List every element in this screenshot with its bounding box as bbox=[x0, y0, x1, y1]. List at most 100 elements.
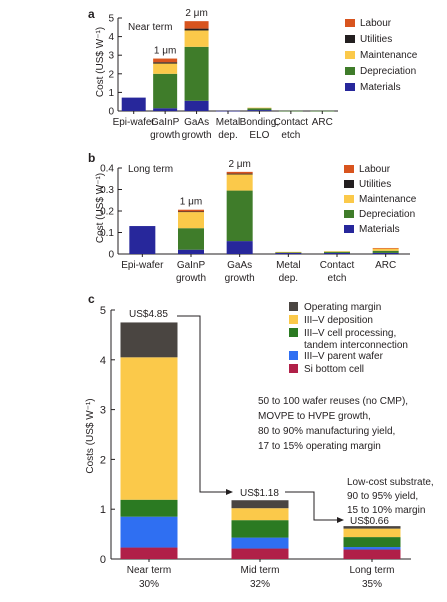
panel-c-ytick-label-5: 5 bbox=[100, 305, 106, 317]
panel-b-category-label-3-1: dep. bbox=[279, 273, 298, 284]
panel-a-legend-swatch-3 bbox=[345, 67, 355, 75]
panel-b-ylabel: Cost (US$ W⁻¹) bbox=[95, 173, 106, 243]
panel-c-total-label-2: US$0.66 bbox=[350, 516, 389, 527]
panel-a-legend-swatch-2 bbox=[345, 51, 355, 59]
panel-b-ytick-label-4: 0.4 bbox=[100, 164, 114, 175]
panel-c-bar-0-iiiv_processing bbox=[120, 499, 178, 517]
panel-a-category-label-5-1: etch bbox=[281, 130, 300, 141]
panel-c-legend-swatch-3 bbox=[289, 351, 298, 360]
panel-b-category-label-1-0: GaInP bbox=[177, 260, 206, 271]
panel-c-bar-0-iiiv_deposition bbox=[120, 357, 178, 500]
panel-a-bar-4-depreciation bbox=[247, 108, 272, 111]
panel-b-legend-swatch-1 bbox=[344, 180, 354, 188]
panel-c-legend-label-2-1: tandem interconnection bbox=[304, 340, 408, 351]
panel-b-bar-4-depreciation bbox=[324, 251, 350, 253]
panel-b-bar-5-maintenance bbox=[372, 248, 399, 251]
panel-b-legend-label-1: Utilities bbox=[359, 179, 391, 190]
panel-a-ytick-label-0: 0 bbox=[108, 107, 114, 118]
panel-c-legend-label-4-0: Si bottom cell bbox=[304, 364, 364, 375]
annotation-2-line-0: Low-cost substrate, bbox=[347, 477, 434, 488]
panel-a-ytick-label-2: 2 bbox=[108, 69, 114, 80]
panel-c-legend-swatch-1 bbox=[289, 315, 298, 324]
panel-c-bar-0-si_bottom_cell bbox=[120, 547, 178, 559]
panel-c-category-label-2-0: Long term bbox=[349, 565, 394, 576]
panel-c-annotation-1: 50 to 100 wafer reuses (no CMP), MOVPE t… bbox=[258, 396, 408, 452]
panel-a-bar-1-utilities bbox=[153, 62, 178, 64]
panel-b-legend-swatch-4 bbox=[344, 225, 354, 233]
panel-c-ytick-label-2: 2 bbox=[100, 454, 106, 466]
panel-c-bar-0-operating_margin bbox=[120, 322, 178, 358]
panel-b-bar-2-depreciation bbox=[226, 190, 253, 242]
panel-b-bar-2-labour bbox=[226, 171, 253, 174]
panel-a-bar-1-materials bbox=[153, 108, 178, 111]
panel-c-ytick-label-0: 0 bbox=[100, 554, 106, 566]
panel-c-legend-label-3-0: III–V parent wafer bbox=[304, 351, 384, 362]
panel-c-annotation-2: Low-cost substrate, 90 to 95% yield, 15 … bbox=[347, 477, 434, 516]
panel-a-category-label-2-1: growth bbox=[182, 130, 212, 141]
panel-a-bar-4-maintenance bbox=[247, 107, 272, 109]
panel-b-legend-swatch-3 bbox=[344, 210, 354, 218]
panel-letter-a: a bbox=[88, 7, 95, 21]
panel-a-bar-1-depreciation bbox=[153, 73, 178, 109]
annotation-1-line-2: 80 to 90% manufacturing yield, bbox=[258, 426, 395, 437]
panel-c-bar-2-si_bottom_cell bbox=[343, 549, 401, 559]
panel-b-legend-label-4: Materials bbox=[359, 224, 400, 235]
panel-b-bar-2-maintenance bbox=[226, 174, 253, 191]
panel-a-ytick-label-3: 3 bbox=[108, 51, 114, 62]
panel-c-category-label-1-1: 32% bbox=[250, 579, 270, 590]
panel-b-category-label-4-0: Contact bbox=[320, 260, 355, 271]
panel-b-ytick-label-1: 0.1 bbox=[100, 228, 114, 239]
panel-b-bar-1-materials bbox=[178, 249, 204, 254]
panel-c-bar-1-si_bottom_cell bbox=[231, 548, 289, 559]
panel-b-category-label-4-1: etch bbox=[328, 273, 347, 284]
panel-a-bar-label-1: 1 μm bbox=[154, 46, 176, 57]
panel-c-legend-swatch-2 bbox=[289, 328, 298, 337]
panel-b-bar-2-utilities bbox=[226, 173, 253, 175]
panel-c-category-label-2-1: 35% bbox=[362, 579, 382, 590]
panel-a-bar-2-materials bbox=[184, 100, 209, 111]
panel-b-bar-2-materials bbox=[226, 241, 253, 254]
panel-c-legend-swatch-0 bbox=[289, 302, 298, 311]
panel-a-ytick-label-5: 5 bbox=[108, 14, 114, 25]
panel-a-ytick-label-1: 1 bbox=[108, 88, 114, 99]
panel-a-bar-0-materials bbox=[121, 97, 146, 111]
panel-b-bar-1-depreciation bbox=[178, 228, 204, 250]
panel-a-ytick-label-4: 4 bbox=[108, 32, 114, 43]
panel-a-legend-label-4: Materials bbox=[360, 82, 401, 93]
panel-c-bar-0-iiiv_parent_wafer bbox=[120, 516, 178, 548]
annotation-1-line-1: MOVPE to HVPE growth, bbox=[258, 411, 371, 422]
panel-b-bar-3-depreciation bbox=[275, 252, 302, 253]
panel-a-bar-1-labour bbox=[153, 58, 178, 63]
panel-b-bar-4-materials bbox=[324, 252, 350, 254]
panel-c-legend-swatch-4 bbox=[289, 364, 298, 373]
panel-a-legend-label-0: Labour bbox=[360, 18, 392, 29]
panel-a-bar-2-maintenance bbox=[184, 30, 209, 47]
panel-c-bar-1-iiiv_parent_wafer bbox=[231, 537, 289, 549]
panel-b-bar-5-depreciation bbox=[372, 250, 399, 253]
panel-c-category-label-0-1: 30% bbox=[139, 579, 159, 590]
panel-a-legend-label-2: Maintenance bbox=[360, 50, 418, 61]
panel-b-legend-label-2: Maintenance bbox=[359, 194, 417, 205]
panel-b-bar-3-materials bbox=[275, 252, 302, 254]
panel-b-ytick-label-0: 0 bbox=[108, 250, 114, 261]
panel-a-category-label-4-1: ELO bbox=[249, 130, 269, 141]
panel-a-annotation: Near term bbox=[128, 22, 172, 33]
panel-c-chart: Costs (US$ W⁻¹) US$4.85 US$1.18 US$0.66 … bbox=[85, 302, 434, 590]
panel-a-bar-2-utilities bbox=[184, 28, 209, 31]
panel-b-bar-label-2: 2 μm bbox=[228, 159, 250, 170]
panel-a-category-label-6-0: ARC bbox=[312, 117, 333, 128]
panel-c-category-label-1-0: Mid term bbox=[241, 565, 280, 576]
panel-a-category-label-0-0: Epi-wafer bbox=[113, 117, 156, 128]
panel-b-bar-1-labour bbox=[178, 209, 204, 212]
panel-a-category-label-1-1: growth bbox=[150, 130, 180, 141]
panel-c-ytick-label-3: 3 bbox=[100, 405, 106, 417]
panel-c-bar-2-iiiv_deposition bbox=[343, 528, 401, 538]
panel-c-legend-label-1-0: III–V deposition bbox=[304, 315, 373, 326]
panel-b-legend-swatch-2 bbox=[344, 195, 354, 203]
panel-a-category-label-3-1: dep. bbox=[218, 130, 237, 141]
panel-a-category-label-5-0: Contact bbox=[274, 117, 309, 128]
panel-c-bar-2-operating_margin bbox=[343, 526, 401, 529]
panel-b-bar-1-utilities bbox=[178, 211, 204, 213]
panel-b-legend-label-3: Depreciation bbox=[359, 209, 415, 220]
